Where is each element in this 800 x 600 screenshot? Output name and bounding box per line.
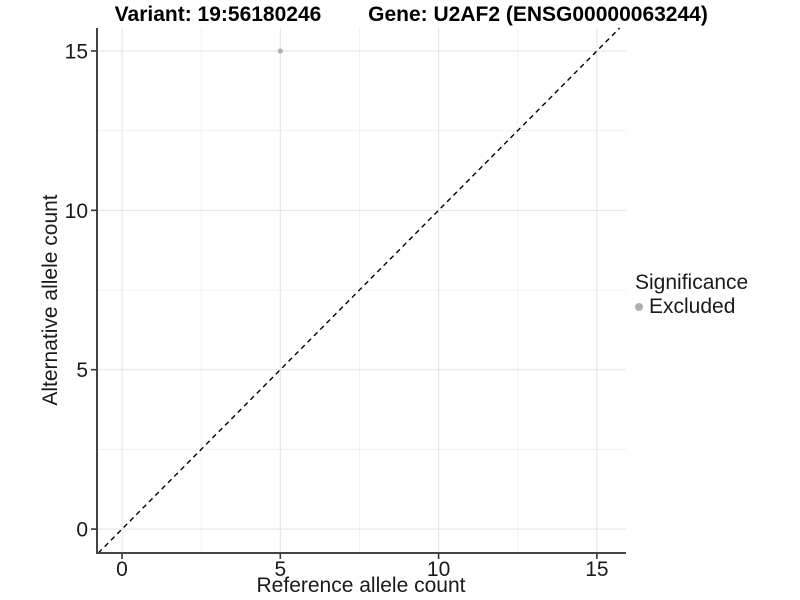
x-tick-label: 5: [274, 558, 286, 581]
x-tick-label: 0: [116, 558, 128, 581]
plot-title-gene: Gene: U2AF2 (ENSG00000063244): [368, 3, 708, 26]
x-tick-label: 10: [427, 558, 450, 581]
y-axis-title: Alternative allele count: [39, 194, 62, 406]
legend-entry-label: Excluded: [649, 295, 736, 318]
legend-entries: Excluded: [635, 295, 748, 319]
y-tick-label: 10: [65, 200, 88, 223]
data-point: [277, 48, 283, 54]
plot-title-variant: Variant: 19:56180246: [114, 3, 322, 26]
y-tick-label: 0: [76, 519, 88, 542]
identity-line: [97, 27, 621, 554]
y-tick-label: 5: [76, 359, 88, 382]
legend: Significance Excluded: [635, 271, 748, 319]
x-axis-title: Reference allele count: [256, 574, 466, 597]
legend-entry: Excluded: [635, 295, 748, 319]
legend-marker-circle-icon: [635, 303, 643, 311]
legend-title: Significance: [635, 271, 749, 294]
y-tick-label: 15: [65, 40, 88, 63]
x-tick-label: 15: [585, 558, 608, 581]
